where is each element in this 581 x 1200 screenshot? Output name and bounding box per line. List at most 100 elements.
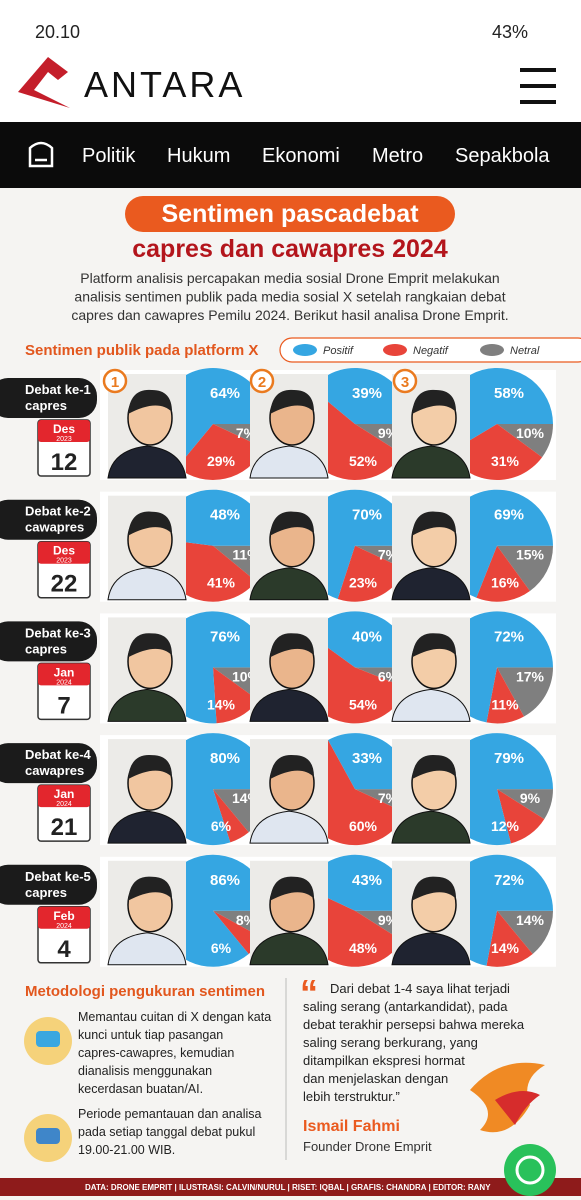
pie-slice-neutral <box>497 667 553 717</box>
debate-group: capres <box>25 398 67 413</box>
legend-swatch <box>480 344 504 356</box>
quote-name: Ismail Fahmi <box>303 1118 400 1135</box>
pie-label-neutral: 9% <box>520 790 541 806</box>
portrait-hair <box>270 754 314 780</box>
pie-label-positive: 33% <box>352 750 382 767</box>
portrait-hair <box>128 389 172 414</box>
pie-label-negative: 6% <box>211 818 232 834</box>
home-button[interactable] <box>28 141 54 168</box>
calendar-year: 2024 <box>56 923 72 930</box>
debate-group: cawapres <box>25 520 84 535</box>
debate-label: Debat ke-5 <box>25 869 91 884</box>
portrait-hair <box>128 633 172 658</box>
pie-label-positive: 43% <box>352 872 382 889</box>
quote-text: saling serang (antarkandidat), pada <box>303 999 508 1014</box>
quote-role: Founder Drone Emprit <box>303 1139 432 1154</box>
pie-label-positive: 64% <box>210 385 240 402</box>
nav-item[interactable]: Metro <box>372 145 423 167</box>
debate-label: Debat ke-3 <box>25 625 91 640</box>
pie-label-negative: 54% <box>349 696 378 712</box>
pie-slice-positive <box>304 854 411 911</box>
pie-label-positive: 58% <box>494 385 524 402</box>
badge-number: 3 <box>401 374 409 391</box>
debate-label: Debat ke-1 <box>25 382 91 397</box>
nav-item[interactable]: Politik <box>82 145 136 167</box>
pie-label-negative: 11% <box>491 696 519 712</box>
pie-label-positive: 86% <box>210 872 240 889</box>
drone-emprit-logo-accent <box>495 1091 540 1125</box>
calendar-day: 4 <box>57 936 71 963</box>
pie-slice-positive <box>328 733 411 790</box>
calendar-top <box>38 785 90 808</box>
description: capres dan cawapres Pemilu 2024. Berikut… <box>71 307 508 323</box>
method-text: Periode pemantauan dan analisa <box>78 1107 262 1121</box>
legend-swatch <box>293 344 317 356</box>
subtitle: capres dan cawapres 2024 <box>132 235 448 263</box>
header-bg <box>0 0 581 122</box>
debate-pill <box>0 743 97 784</box>
pie-label-negative: 14% <box>491 940 520 956</box>
calendar-month: Feb <box>53 909 74 923</box>
pie-slice-negative <box>213 789 249 843</box>
nav-bar <box>0 122 581 188</box>
pie-label-positive: 79% <box>494 750 524 767</box>
pie-label-positive: 39% <box>352 385 382 402</box>
pie-slice-negative <box>213 667 259 724</box>
legend-label: Netral <box>510 345 540 357</box>
portrait-hair <box>270 389 314 414</box>
nav-item[interactable]: Ekonomi <box>262 145 340 167</box>
pie-label-negative: 48% <box>349 940 378 956</box>
pie-label-negative: 16% <box>491 575 520 591</box>
debate-pill <box>0 499 97 540</box>
calendar-year: 2024 <box>56 801 72 808</box>
pie-label-negative: 12% <box>491 818 520 834</box>
nav-item[interactable]: Sepakbola <box>455 145 550 167</box>
nav-item[interactable]: Hukum <box>167 145 230 167</box>
debate-group: capres <box>25 885 67 900</box>
description: Platform analisis percapakan media sosia… <box>80 270 499 286</box>
legend-box <box>279 337 581 363</box>
portrait-body <box>249 567 329 601</box>
quote-text: ditampilkan ekspresi hormat <box>303 1053 465 1068</box>
portrait-body <box>107 810 187 844</box>
debate-pill <box>0 864 97 905</box>
pie-label-negative: 52% <box>349 453 378 469</box>
debate-pill <box>0 621 97 662</box>
calendar-year: 2023 <box>56 436 72 443</box>
pie-label-positive: 72% <box>494 872 524 889</box>
section-label: Sentimen publik pada platform X <box>25 342 258 359</box>
pie-label-negative: 41% <box>207 575 236 591</box>
credits-bar <box>0 1178 581 1196</box>
pie-slice-negative <box>476 545 530 602</box>
pie-label-negative: 60% <box>349 818 378 834</box>
portrait-body <box>391 567 471 601</box>
pie-slice-negative <box>497 789 545 844</box>
quote-text: debat terakhir persepsi bahwa mereka <box>303 1017 525 1032</box>
method-text: dianalisis menggunakan <box>78 1064 212 1078</box>
badge <box>102 368 128 394</box>
portrait-body <box>107 567 187 601</box>
credits: DATA: DRONE EMPRIT | ILUSTRASI: CALVIN/N… <box>85 1183 491 1192</box>
pie-slice-neutral <box>497 424 553 458</box>
pie-label-neutral: 14% <box>516 912 545 928</box>
whatsapp-button[interactable] <box>504 1144 556 1196</box>
menu-button[interactable] <box>520 68 556 104</box>
logo-mark <box>18 57 70 108</box>
legend-label: Negatif <box>413 345 449 357</box>
pie-label-positive: 48% <box>210 507 240 524</box>
pie-label-negative: 14% <box>207 696 236 712</box>
debate-label: Debat ke-2 <box>25 504 91 519</box>
calendar-day: 22 <box>51 571 78 598</box>
portrait-body <box>107 688 187 722</box>
calendar-month: Des <box>53 544 75 558</box>
portrait-hair <box>270 876 314 901</box>
quote-text: dan menjelaskan dengan <box>303 1071 448 1086</box>
debate-group: cawapres <box>25 763 84 778</box>
pie-slice-negative <box>448 424 543 481</box>
method-text: 19.00-21.00 WIB. <box>78 1143 175 1157</box>
portrait-hair <box>412 754 456 780</box>
portrait-hair <box>128 511 172 536</box>
logo-text: ANTARA <box>84 64 245 105</box>
pie-label-positive: 80% <box>210 750 240 767</box>
